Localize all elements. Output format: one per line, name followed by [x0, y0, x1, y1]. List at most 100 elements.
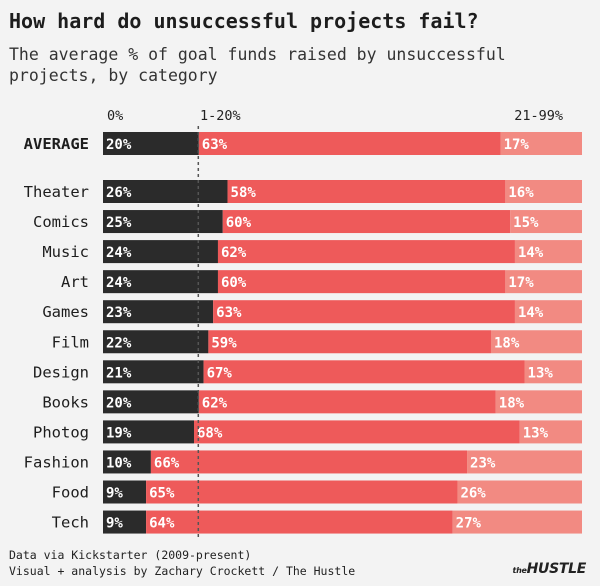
value-label-books-21-99: 18%: [499, 395, 525, 411]
bar-comics-1-20: [222, 210, 511, 234]
bar-theater-0: [103, 180, 228, 203]
value-label-tech-1-20: 64%: [149, 516, 175, 532]
bar-books-0: [103, 390, 199, 414]
bar-theater-1-20: [227, 180, 506, 203]
value-label-music-21-99: 14%: [518, 245, 544, 261]
bar-fashion-0: [103, 450, 151, 474]
bar-art-1-20: [217, 270, 506, 294]
value-label-film-21-99: 18%: [494, 335, 520, 351]
category-label-food: Food: [52, 484, 89, 502]
value-label-music-1-20: 62%: [221, 245, 247, 261]
bar-design-21-99: [524, 360, 582, 384]
legend-label-1-20: 1-20%: [200, 108, 241, 124]
value-label-games-0: 23%: [106, 305, 132, 321]
value-label-theater-21-99: 16%: [508, 185, 534, 201]
bar-tech-21-99: [452, 510, 582, 534]
bar-average-21-99: [500, 132, 582, 155]
category-label-music: Music: [42, 243, 89, 261]
bar-music-0: [103, 240, 218, 264]
value-label-food-1-20: 65%: [149, 486, 175, 502]
category-label-games: Games: [42, 303, 89, 321]
bar-comics-21-99: [510, 210, 582, 234]
footer-author: Visual + analysis by Zachary Crockett / …: [9, 564, 356, 578]
bar-design-1-20: [203, 360, 525, 384]
bar-tech-1-20: [146, 510, 453, 534]
value-label-fashion-0: 10%: [106, 455, 132, 471]
bar-average-0: [103, 132, 199, 155]
value-label-food-21-99: 26%: [460, 486, 486, 502]
bar-photog-0: [103, 420, 195, 444]
bar-art-21-99: [505, 270, 582, 294]
legend: 0% 1-20% 21-99%: [107, 108, 563, 124]
category-label-photog: Photog: [33, 423, 89, 441]
value-label-photog-0: 19%: [106, 425, 132, 441]
bar-tech-0: [103, 510, 147, 534]
bar-theater-21-99: [505, 180, 582, 203]
value-label-design-1-20: 67%: [207, 365, 233, 381]
value-label-comics-0: 25%: [106, 215, 132, 231]
value-label-photog-1-20: 68%: [197, 425, 223, 441]
bar-photog-1-20: [194, 420, 520, 444]
bar-film-21-99: [490, 330, 582, 354]
category-label-art: Art: [61, 273, 89, 291]
bar-fashion-21-99: [467, 450, 582, 474]
legend-label-21-99: 21-99%: [514, 108, 563, 124]
brand-logo: theHUSTLE: [512, 561, 587, 577]
category-labels: AVERAGE Theater Comics Music Art Games Film Des…: [24, 135, 89, 532]
bar-art-0: [103, 270, 218, 294]
bar-food-0: [103, 480, 147, 504]
value-label-average-1-20: 63%: [202, 137, 228, 153]
bar-games-21-99: [514, 300, 582, 324]
value-label-fashion-1-20: 66%: [154, 455, 180, 471]
value-label-art-0: 24%: [106, 275, 132, 291]
value-label-average-0: 20%: [106, 137, 132, 153]
bar-food-21-99: [457, 480, 582, 504]
bar-books-21-99: [495, 390, 582, 414]
bar-film-0: [103, 330, 209, 354]
value-label-photog-21-99: 13%: [523, 425, 549, 441]
footer-credits: Data via Kickstarter (2009-present) Visu…: [9, 547, 355, 579]
bar-design-0: [103, 360, 204, 384]
bars: 20% 63% 17% 26% 58% 16% 25% 60% 15% 24% 62% 14% 24% 6…: [103, 132, 582, 534]
bar-music-1-20: [217, 240, 515, 264]
value-label-games-21-99: 14%: [518, 305, 544, 321]
value-label-comics-1-20: 60%: [226, 215, 252, 231]
value-label-design-21-99: 13%: [528, 365, 554, 381]
value-label-tech-0: 9%: [106, 516, 123, 532]
footer-source: Data via Kickstarter (2009-present): [9, 548, 252, 562]
value-label-art-1-20: 60%: [221, 275, 247, 291]
bar-photog-21-99: [519, 420, 582, 444]
bar-music-21-99: [514, 240, 582, 264]
value-label-fashion-21-99: 23%: [470, 455, 496, 471]
value-label-film-1-20: 59%: [211, 335, 237, 351]
bar-books-1-20: [198, 390, 496, 414]
category-label-tech: Tech: [52, 514, 89, 532]
chart-title: How hard do unsuccessful projects fail?: [9, 9, 479, 33]
value-label-games-1-20: 63%: [216, 305, 242, 321]
category-label-design: Design: [33, 363, 89, 381]
category-label-average: AVERAGE: [24, 135, 89, 153]
value-label-art-21-99: 17%: [508, 275, 534, 291]
bar-film-1-20: [208, 330, 491, 354]
category-label-books: Books: [42, 393, 89, 411]
value-label-design-0: 21%: [106, 365, 132, 381]
value-label-books-0: 20%: [106, 395, 132, 411]
value-label-average-21-99: 17%: [504, 137, 530, 153]
value-label-music-0: 24%: [106, 245, 132, 261]
value-label-theater-0: 26%: [106, 185, 132, 201]
category-label-film: Film: [52, 333, 89, 351]
value-label-comics-21-99: 15%: [513, 215, 539, 231]
value-label-food-0: 9%: [106, 486, 123, 502]
value-label-theater-1-20: 58%: [231, 185, 257, 201]
legend-label-0: 0%: [107, 108, 123, 124]
bar-fashion-1-20: [150, 450, 468, 474]
bar-comics-0: [103, 210, 223, 234]
bar-games-1-20: [213, 300, 515, 324]
category-label-comics: Comics: [33, 213, 89, 231]
category-label-fashion: Fashion: [24, 453, 89, 471]
value-label-tech-21-99: 27%: [456, 516, 482, 532]
chart-subtitle: The average % of goal funds raised by un…: [9, 45, 506, 85]
bar-food-1-20: [146, 480, 458, 504]
bar-games-0: [103, 300, 214, 324]
